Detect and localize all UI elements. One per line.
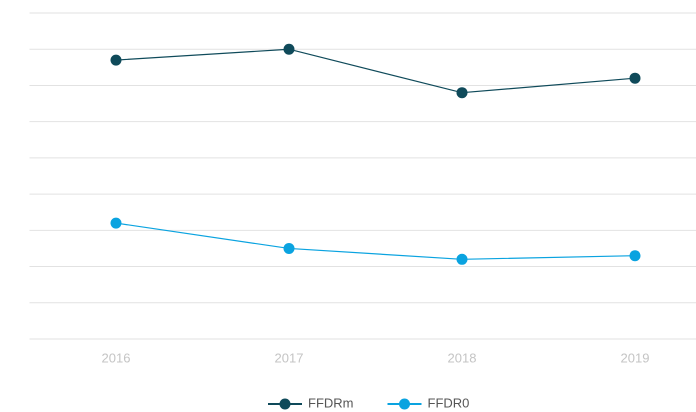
legend-marker	[399, 398, 410, 410]
data-point	[283, 43, 295, 55]
data-point	[629, 72, 641, 84]
legend-label: FFDRm	[308, 395, 354, 410]
data-point	[110, 54, 122, 66]
data-point	[110, 217, 122, 229]
x-tick-label: 2018	[448, 350, 477, 365]
x-tick-label: 2016	[102, 350, 131, 365]
legend-label: FFDR0	[428, 395, 470, 410]
data-point	[456, 87, 468, 99]
series-line	[115, 222, 636, 260]
data-point	[629, 250, 641, 262]
data-point	[283, 242, 295, 254]
data-point	[456, 253, 468, 265]
legend-marker	[279, 398, 291, 410]
x-tick-label: 2019	[621, 350, 650, 365]
series-line	[115, 48, 636, 94]
x-tick-label: 2017	[275, 350, 304, 365]
